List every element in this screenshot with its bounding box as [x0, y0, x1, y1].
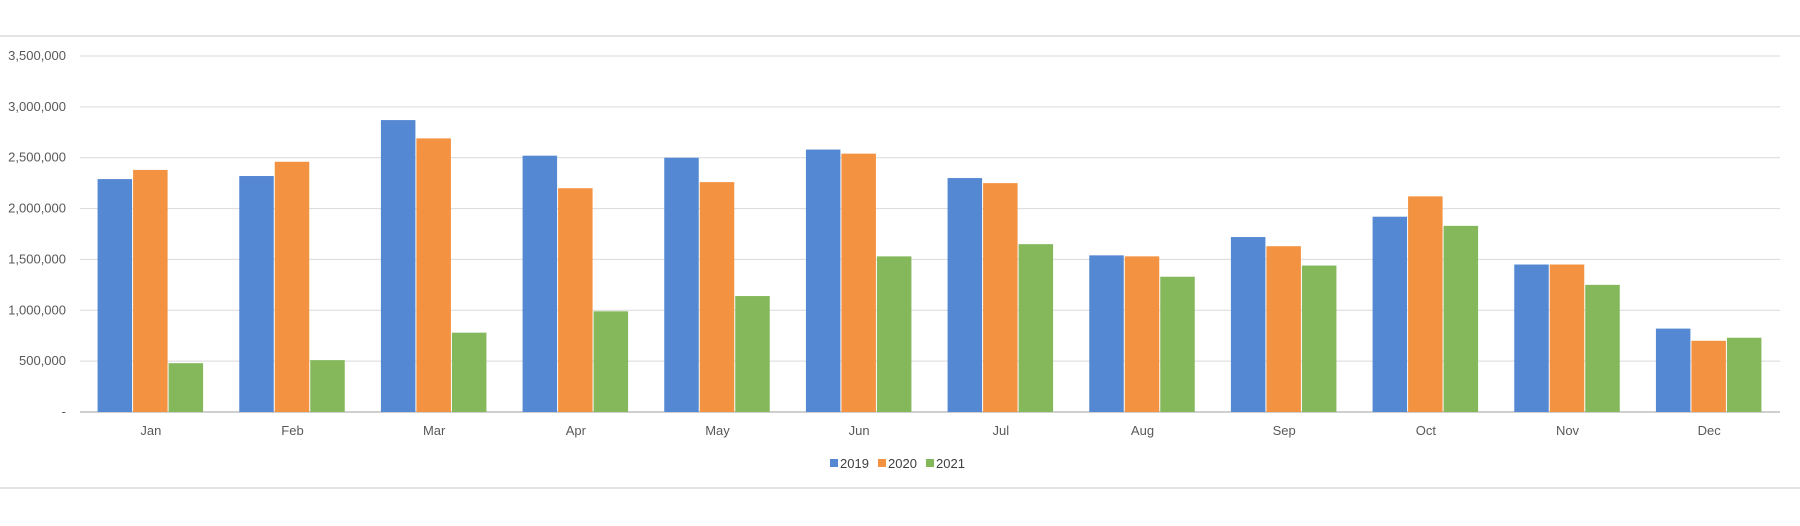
x-tick-label: Mar	[423, 423, 446, 438]
y-tick-label: 2,500,000	[8, 150, 66, 165]
bar-2019-oct	[1372, 216, 1408, 412]
legend-swatch-2020	[878, 459, 886, 467]
y-tick-label: 3,500,000	[8, 48, 66, 63]
y-tick-label: 1,500,000	[8, 251, 66, 266]
bar-2019-feb	[239, 176, 274, 412]
legend-label: 2020	[888, 456, 917, 471]
chart-frame-bottom-border	[0, 487, 1800, 489]
bar-2021-dec	[1726, 337, 1762, 412]
legend-label: 2021	[936, 456, 965, 471]
bar-2019-aug	[1089, 255, 1124, 412]
bar-2020-jul	[983, 183, 1018, 412]
bar-2020-jun	[841, 153, 876, 412]
y-tick-label: 1,000,000	[8, 302, 66, 317]
bar-2020-jan	[133, 169, 168, 412]
x-tick-label: Sep	[1273, 423, 1296, 438]
bar-2021-nov	[1585, 284, 1620, 412]
x-tick-label: Aug	[1131, 423, 1154, 438]
x-tick-label: Apr	[566, 423, 587, 438]
bar-2020-apr	[558, 188, 593, 412]
bar-2019-mar	[380, 120, 416, 412]
bar-2021-apr	[593, 311, 629, 412]
x-tick-label: Feb	[281, 423, 303, 438]
bar-2020-oct	[1408, 196, 1443, 412]
bar-2020-feb	[274, 161, 310, 412]
bar-2021-oct	[1443, 225, 1479, 412]
bar-2019-apr	[522, 155, 558, 412]
x-tick-label: Jul	[993, 423, 1010, 438]
bar-2021-sep	[1301, 265, 1337, 412]
y-tick-label: 3,000,000	[8, 99, 66, 114]
bar-2019-jun	[805, 149, 841, 412]
y-tick-label: 2,000,000	[8, 201, 66, 216]
x-tick-label: Dec	[1698, 423, 1722, 438]
bar-2019-jul	[947, 178, 983, 412]
bar-2021-jun	[876, 256, 912, 412]
x-tick-label: Jun	[849, 423, 870, 438]
x-tick-label: May	[705, 423, 730, 438]
bar-2020-aug	[1124, 256, 1160, 412]
y-tick-label: -	[62, 404, 66, 419]
bar-2019-may	[664, 157, 699, 412]
bar-2020-sep	[1266, 246, 1301, 412]
bar-2020-may	[699, 182, 735, 412]
bar-2021-jul	[1018, 244, 1054, 412]
legend-swatch-2021	[926, 459, 934, 467]
bar-2019-sep	[1230, 237, 1266, 412]
legend-label: 2019	[840, 456, 869, 471]
bar-2019-jan	[97, 179, 133, 412]
bar-2021-jan	[168, 363, 204, 412]
bar-2019-nov	[1514, 264, 1549, 412]
bar-2021-feb	[310, 360, 345, 412]
bar-2020-nov	[1549, 264, 1585, 412]
legend-swatch-2019	[830, 459, 838, 467]
y-tick-label: 500,000	[19, 353, 66, 368]
chart-frame-top-border	[0, 35, 1800, 37]
bar-2020-mar	[416, 138, 451, 413]
bar-2020-dec	[1691, 340, 1726, 412]
bar-2019-dec	[1655, 328, 1691, 412]
bar-2021-aug	[1160, 276, 1195, 412]
bar-2021-mar	[451, 332, 487, 412]
x-tick-label: Oct	[1416, 423, 1437, 438]
bar-2021-may	[735, 296, 770, 412]
x-tick-label: Nov	[1556, 423, 1580, 438]
x-tick-label: Jan	[140, 423, 161, 438]
